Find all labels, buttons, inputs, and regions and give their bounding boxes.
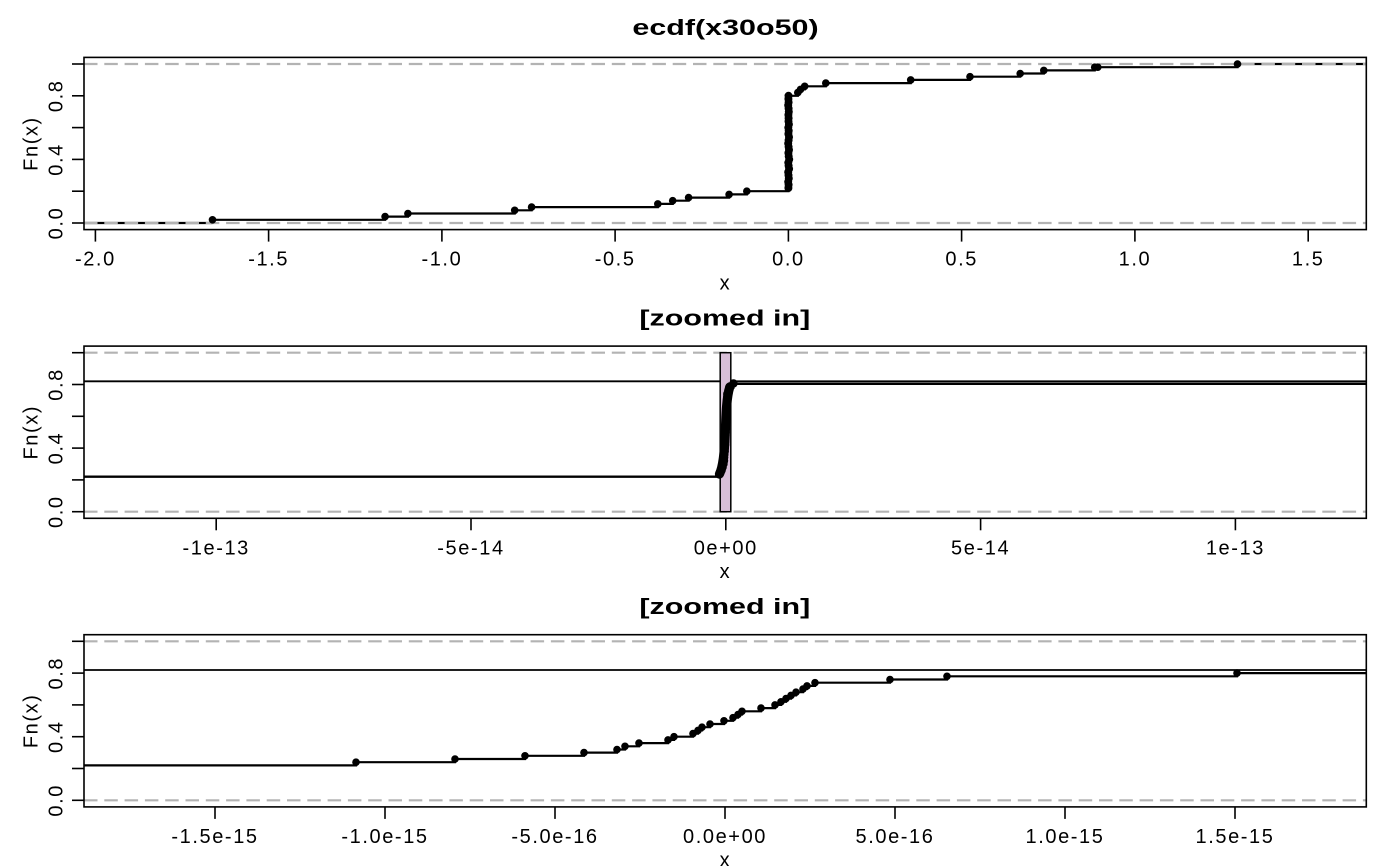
svg-text:0.4: 0.4 [46, 432, 68, 465]
svg-text:0.0: 0.0 [46, 495, 68, 528]
svg-text:0.0: 0.0 [46, 784, 68, 817]
svg-text:-1.5e-15: -1.5e-15 [171, 826, 258, 848]
svg-text:[zoomed in]: [zoomed in] [639, 594, 810, 619]
svg-text:1.0: 1.0 [1119, 249, 1152, 271]
svg-text:0.8: 0.8 [46, 368, 68, 401]
svg-text:x: x [720, 561, 732, 583]
svg-text:Fn(x): Fn(x) [21, 116, 43, 171]
svg-text:-1.0: -1.0 [421, 249, 462, 271]
svg-text:1.5: 1.5 [1292, 249, 1325, 271]
svg-text:-1.0e-15: -1.0e-15 [341, 826, 428, 848]
svg-text:1.5e-15: 1.5e-15 [1195, 826, 1274, 848]
svg-text:0.0: 0.0 [772, 249, 805, 271]
svg-text:Fn(x): Fn(x) [21, 405, 43, 460]
svg-text:-1.5: -1.5 [248, 249, 289, 271]
svg-text:x: x [720, 850, 732, 866]
svg-text:1e-13: 1e-13 [1206, 537, 1265, 559]
svg-text:1.0e-15: 1.0e-15 [1025, 826, 1104, 848]
svg-text:0.0e+00: 0.0e+00 [683, 826, 767, 848]
svg-text:[zoomed in]: [zoomed in] [639, 306, 810, 331]
svg-text:0.4: 0.4 [46, 720, 68, 753]
svg-text:0.8: 0.8 [46, 79, 68, 112]
svg-text:ecdf(x30o50): ecdf(x30o50) [632, 15, 818, 40]
svg-text:0.4: 0.4 [46, 143, 68, 176]
svg-text:-1e-13: -1e-13 [182, 537, 249, 559]
svg-text:-5.0e-16: -5.0e-16 [511, 826, 598, 848]
svg-text:-5e-14: -5e-14 [437, 537, 504, 559]
svg-text:0.8: 0.8 [46, 657, 68, 690]
svg-text:0.0: 0.0 [46, 207, 68, 240]
svg-text:0.5: 0.5 [945, 249, 978, 271]
svg-text:5.0e-16: 5.0e-16 [855, 826, 934, 848]
svg-text:0e+00: 0e+00 [694, 537, 758, 559]
svg-text:-2.0: -2.0 [75, 249, 116, 271]
svg-text:-0.5: -0.5 [595, 249, 636, 271]
svg-text:x: x [720, 272, 732, 294]
svg-text:Fn(x): Fn(x) [21, 693, 43, 748]
svg-text:5e-14: 5e-14 [951, 537, 1010, 559]
